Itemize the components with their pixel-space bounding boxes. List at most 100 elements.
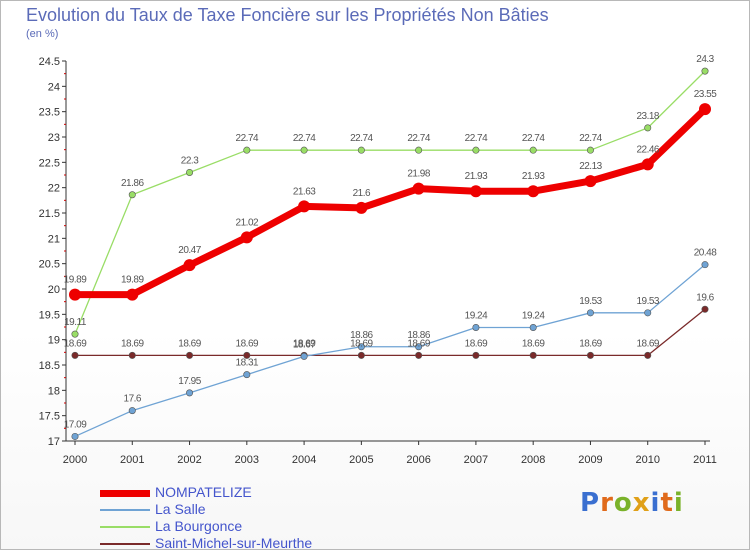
data-point <box>586 309 594 317</box>
data-point <box>243 146 251 154</box>
legend-item: La Salle <box>100 501 400 518</box>
data-point <box>128 191 136 199</box>
data-label: 23.55 <box>694 89 717 100</box>
data-label: 18.69 <box>64 338 87 349</box>
series-line-2 <box>74 70 706 335</box>
data-label: 22.74 <box>522 133 545 144</box>
data-label: 22.74 <box>465 133 488 144</box>
data-label: 18.69 <box>522 338 545 349</box>
data-label: 19.89 <box>64 275 87 286</box>
data-point <box>298 200 311 213</box>
series-line-0 <box>75 106 708 299</box>
data-point <box>128 407 136 415</box>
data-point <box>300 146 308 154</box>
data-label: 18.69 <box>579 338 602 349</box>
data-point <box>641 158 654 171</box>
data-label: 22.74 <box>293 133 316 144</box>
legend-swatch <box>100 526 150 528</box>
data-label: 17.95 <box>178 376 201 387</box>
data-label: 22.13 <box>579 161 602 172</box>
chart-title: Evolution du Taux de Taxe Foncière sur l… <box>26 5 549 25</box>
data-point <box>357 343 365 351</box>
data-label: 18.69 <box>293 338 316 349</box>
data-point <box>701 305 709 313</box>
data-point <box>415 146 423 154</box>
data-label: 18.31 <box>236 358 259 369</box>
data-point <box>472 324 480 332</box>
legend-label: La Bourgonce <box>155 518 243 534</box>
data-point <box>186 389 194 397</box>
x-tick-label: 2000 <box>63 454 87 466</box>
y-tick-label: 22 <box>48 183 60 195</box>
data-label: 24.3 <box>696 54 714 65</box>
data-label: 18.69 <box>121 338 144 349</box>
data-label: 18.69 <box>178 338 201 349</box>
data-label: 18.69 <box>236 338 259 349</box>
data-point <box>71 330 79 338</box>
data-label: 23.18 <box>636 111 659 122</box>
y-tick-label: 24 <box>48 81 60 93</box>
data-label: 21.98 <box>407 169 430 180</box>
data-point <box>183 259 196 272</box>
data-point <box>300 352 308 360</box>
line-chart: 17 17.5 18 18.5 19 19.5 20 20.5 21 21.5 22 22.5 23 23… <box>39 54 718 466</box>
legend-swatch <box>100 509 150 511</box>
data-label: 18.69 <box>350 338 373 349</box>
y-tick-label: 22.5 <box>39 157 60 169</box>
data-label: 19.24 <box>465 311 488 322</box>
legend-swatch <box>100 489 150 497</box>
data-point <box>355 201 368 214</box>
data-label: 19.11 <box>64 317 87 328</box>
data-label: 21.93 <box>522 171 545 182</box>
data-point <box>126 288 139 301</box>
data-label: 22.3 <box>181 155 199 166</box>
data-label: 18.69 <box>465 338 488 349</box>
data-point <box>469 185 482 198</box>
data-label: 18.69 <box>636 338 659 349</box>
y-tick-label: 24.5 <box>39 56 60 68</box>
data-label: 19.53 <box>636 296 659 307</box>
data-label: 19.89 <box>121 275 144 286</box>
legend-item: La Bourgonce <box>100 518 400 535</box>
data-point <box>529 324 537 332</box>
x-tick-label: 2001 <box>120 454 144 466</box>
x-tick-label: 2002 <box>177 454 201 466</box>
data-point <box>186 351 194 359</box>
data-point <box>69 288 81 301</box>
data-point <box>415 343 423 351</box>
data-label: 21.86 <box>121 178 144 189</box>
x-tick-label: 2005 <box>349 454 373 466</box>
data-label: 21.02 <box>236 217 259 228</box>
data-point <box>644 124 652 132</box>
data-point <box>128 351 136 359</box>
data-point <box>529 146 537 154</box>
y-tick-label: 19.5 <box>39 309 60 321</box>
y-tick-label: 20 <box>48 284 60 296</box>
legend-item: NOMPATELIZE <box>100 484 400 501</box>
legend-item: Saint-Michel-sur-Meurthe <box>100 535 400 552</box>
y-tick-label: 18.5 <box>39 360 60 372</box>
data-point <box>412 182 425 195</box>
data-point <box>186 168 194 176</box>
data-label: 21.93 <box>465 171 488 182</box>
x-tick-label: 2003 <box>235 454 259 466</box>
y-tick-label: 21 <box>48 233 60 245</box>
data-label: 19.53 <box>579 296 602 307</box>
x-tick-label: 2004 <box>292 454 316 466</box>
data-label: 22.74 <box>350 133 373 144</box>
x-tick-label: 2010 <box>635 454 659 466</box>
data-label: 19.6 <box>696 292 714 303</box>
x-tick-label: 2011 <box>693 454 717 466</box>
data-label: 22.74 <box>407 133 430 144</box>
legend: NOMPATELIZE La Salle La Bourgonce Saint-Mic… <box>100 484 400 552</box>
legend-swatch <box>100 543 150 545</box>
y-tick-label: 17 <box>48 436 60 448</box>
data-point <box>527 185 540 198</box>
x-tick-label: 2009 <box>578 454 602 466</box>
data-label: 21.6 <box>353 188 371 199</box>
data-label: 17.6 <box>124 394 142 405</box>
data-point <box>701 261 709 269</box>
data-point <box>529 351 537 359</box>
data-point <box>415 351 423 359</box>
data-point <box>357 146 365 154</box>
